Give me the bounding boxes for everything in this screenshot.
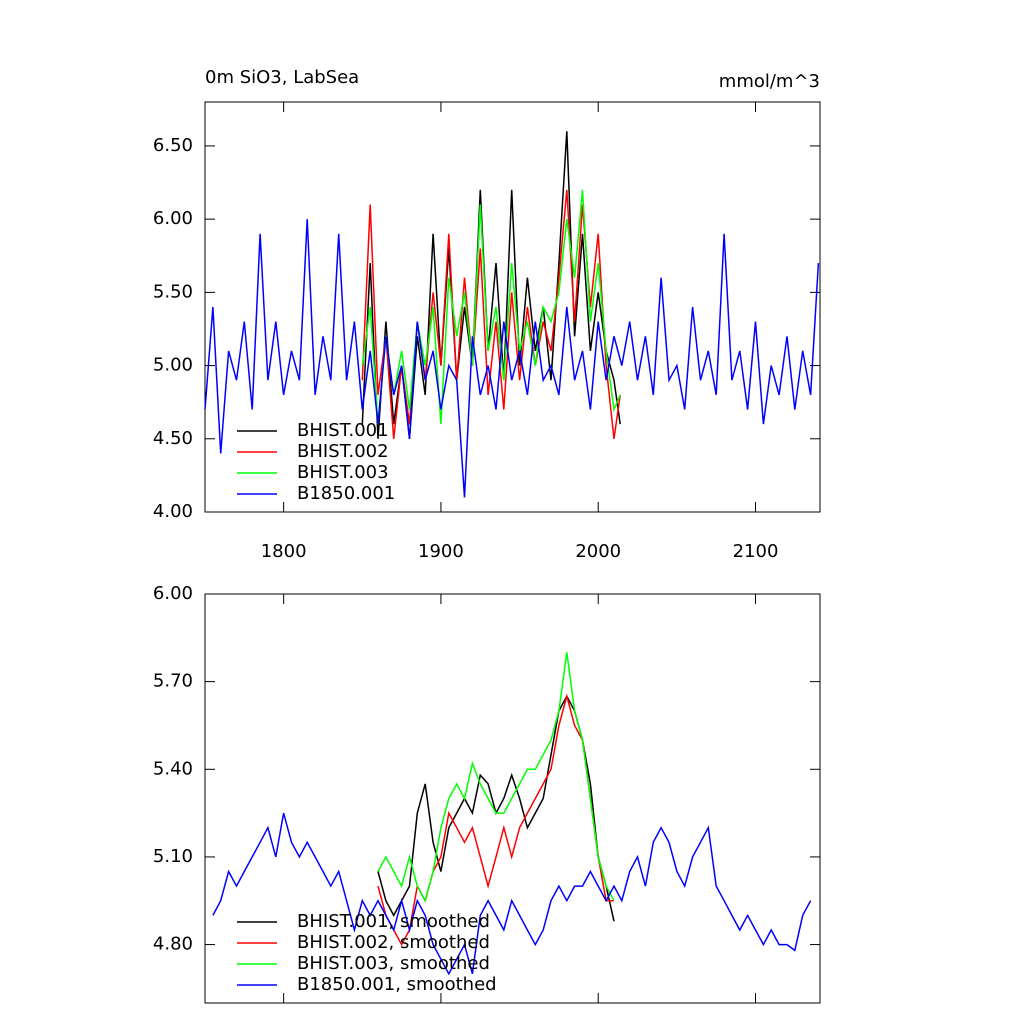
units-label: mmol/m^3 xyxy=(719,71,820,92)
x-tick-label: 2100 xyxy=(733,541,779,562)
series-line xyxy=(361,131,621,439)
legend-label: BHIST.001, smoothed xyxy=(297,911,490,932)
y-tick-label: 4.50 xyxy=(153,428,193,449)
chart-title: 0m SiO3, LabSea xyxy=(205,67,359,88)
y-tick-label: 5.70 xyxy=(153,671,193,692)
y-tick-label: 4.80 xyxy=(153,934,193,955)
legend-label: BHIST.003 xyxy=(297,462,389,483)
y-tick-label: 6.50 xyxy=(153,135,193,156)
series-line xyxy=(361,189,621,439)
y-tick-label: 5.10 xyxy=(153,846,193,867)
x-tick-label: 1800 xyxy=(261,541,307,562)
y-tick-label: 6.00 xyxy=(153,208,193,229)
series-line xyxy=(212,812,812,976)
x-tick-label: 2000 xyxy=(575,541,621,562)
legend-label: B1850.001 xyxy=(297,483,395,504)
y-tick-label: 4.00 xyxy=(153,501,193,522)
y-tick-label: 5.00 xyxy=(153,355,193,376)
plot-frame xyxy=(204,593,821,1004)
series-line xyxy=(361,189,621,425)
x-tick-label: 1900 xyxy=(418,541,464,562)
y-tick-label: 6.00 xyxy=(153,583,193,604)
y-tick-label: 5.50 xyxy=(153,281,193,302)
legend-label: BHIST.002 xyxy=(297,441,389,462)
series-line xyxy=(377,693,614,947)
plot-frame xyxy=(204,101,821,513)
legend-label: BHIST.001 xyxy=(297,420,389,441)
y-tick-label: 5.40 xyxy=(153,758,193,779)
legend-label: BHIST.002, smoothed xyxy=(297,932,490,953)
series-line xyxy=(204,219,820,498)
series-line xyxy=(377,694,615,922)
legend-label: B1850.001, smoothed xyxy=(297,974,497,995)
legend-label: BHIST.003, smoothed xyxy=(297,953,490,974)
series-line xyxy=(377,652,615,903)
